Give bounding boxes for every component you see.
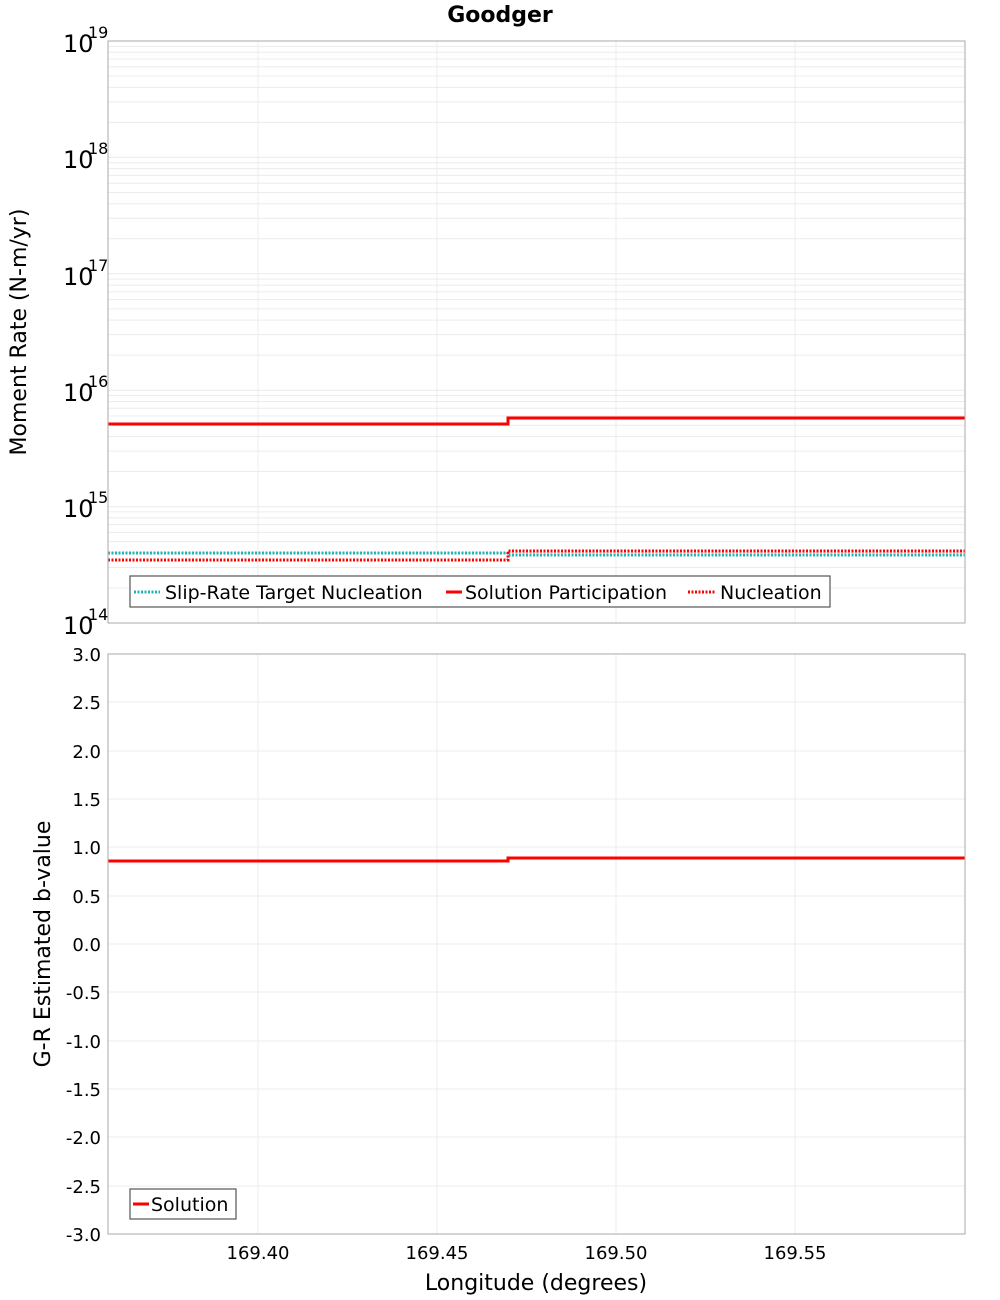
svg-text:0.0: 0.0 xyxy=(72,935,101,956)
bottom-y-axis-label: G-R Estimated b-value xyxy=(31,821,56,1068)
bottom-panel: 3.0 2.5 2.0 1.5 1.0 0.5 0.0 -0.5 -1.0 -1… xyxy=(31,645,966,1296)
svg-text:3.0: 3.0 xyxy=(72,645,101,666)
svg-text:1.5: 1.5 xyxy=(72,790,101,811)
svg-text:2.5: 2.5 xyxy=(72,693,101,714)
legend-label-solution-participation: Solution Participation xyxy=(465,582,667,604)
svg-text:10: 10 xyxy=(63,379,94,407)
bottom-plot-frame xyxy=(107,653,966,1235)
svg-text:15: 15 xyxy=(88,488,108,507)
svg-text:14: 14 xyxy=(88,605,108,624)
svg-text:-2.5: -2.5 xyxy=(66,1177,101,1198)
svg-text:1.0: 1.0 xyxy=(72,838,101,859)
svg-text:-3.0: -3.0 xyxy=(66,1225,101,1246)
svg-text:-0.5: -0.5 xyxy=(66,983,101,1004)
svg-text:10: 10 xyxy=(63,263,94,291)
svg-text:10: 10 xyxy=(63,30,94,58)
bottom-legend: Solution xyxy=(129,1188,237,1220)
legend-label-solution: Solution xyxy=(151,1194,228,1216)
svg-text:-2.0: -2.0 xyxy=(66,1128,101,1149)
svg-text:17: 17 xyxy=(88,256,108,275)
x-axis-label: Longitude (degrees) xyxy=(425,1271,647,1296)
top-legend: Slip-Rate Target Nucleation Solution Par… xyxy=(129,575,831,608)
top-y-axis-label: Moment Rate (N-m/yr) xyxy=(7,209,32,456)
svg-text:-1.5: -1.5 xyxy=(66,1080,101,1101)
series-nucleation xyxy=(108,549,965,562)
top-plot-frame xyxy=(107,40,966,624)
series-solution-b-value xyxy=(108,856,965,863)
series-solution-participation xyxy=(108,416,965,426)
top-vertical-gridlines xyxy=(257,41,796,623)
svg-text:10: 10 xyxy=(63,146,94,174)
svg-text:169.50: 169.50 xyxy=(585,1243,648,1264)
svg-text:10: 10 xyxy=(63,495,94,523)
legend-label-nucleation: Nucleation xyxy=(720,582,822,604)
svg-text:19: 19 xyxy=(88,23,108,42)
chart-title: Goodger xyxy=(447,3,553,28)
top-plot-area xyxy=(108,41,965,623)
svg-text:169.55: 169.55 xyxy=(764,1243,827,1264)
svg-text:18: 18 xyxy=(88,139,108,158)
legend-label-target: Slip-Rate Target Nucleation xyxy=(165,582,423,604)
svg-text:10: 10 xyxy=(63,612,94,640)
svg-text:2.0: 2.0 xyxy=(72,742,101,763)
x-ticks: 169.40 169.45 169.50 169.55 xyxy=(227,1243,827,1264)
bottom-gridlines xyxy=(108,654,965,1234)
svg-text:0.5: 0.5 xyxy=(72,887,101,908)
svg-text:169.40: 169.40 xyxy=(227,1243,290,1264)
bottom-y-ticks: 3.0 2.5 2.0 1.5 1.0 0.5 0.0 -0.5 -1.0 -1… xyxy=(66,645,101,1246)
svg-text:169.45: 169.45 xyxy=(406,1243,469,1264)
svg-text:-1.0: -1.0 xyxy=(66,1032,101,1053)
svg-text:16: 16 xyxy=(88,372,108,391)
